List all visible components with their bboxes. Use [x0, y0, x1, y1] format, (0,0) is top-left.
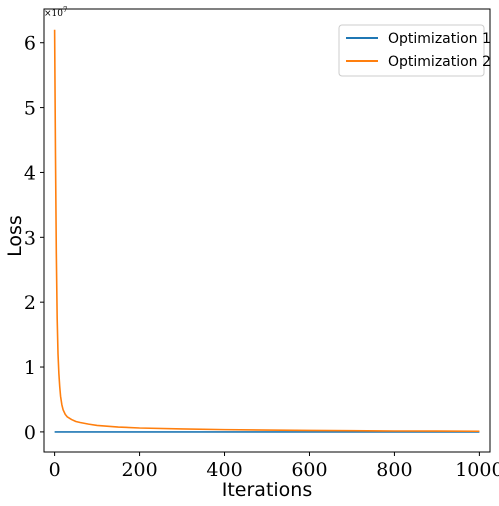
- y-tick-label: 2: [24, 292, 36, 314]
- x-tick-label: 600: [291, 459, 327, 481]
- series-lines: [53, 29, 480, 433]
- legend: Optimization 1 Optimization 2: [338, 24, 491, 77]
- y-tick-label: 4: [24, 162, 36, 184]
- plot-area: [43, 8, 491, 453]
- x-axis: 0 200 400 600 800 1000: [49, 452, 499, 481]
- y-axis-label: Loss: [4, 215, 26, 257]
- y-axis-multiplier: ×107: [44, 6, 67, 19]
- y-axis: 0 1 2 3 4 5 6: [24, 33, 44, 444]
- x-tick-label: 400: [206, 459, 242, 481]
- x-axis-label: Iterations: [222, 479, 313, 501]
- x-tick-label: 0: [49, 459, 61, 481]
- y-tick-label: 3: [24, 227, 36, 249]
- y-tick-label: 1: [24, 357, 36, 379]
- y-tick-label: 0: [24, 422, 36, 444]
- y-tick-label: 5: [24, 98, 36, 120]
- x-tick-label: 200: [121, 459, 157, 481]
- y-tick-label: 6: [24, 33, 36, 55]
- x-tick-label: 800: [376, 459, 412, 481]
- series-line-optimization-2: [53, 29, 480, 433]
- x-tick-label: 1000: [455, 459, 499, 481]
- legend-label-optimization-2: Optimization 2: [388, 54, 491, 70]
- legend-label-optimization-1: Optimization 1: [388, 31, 491, 47]
